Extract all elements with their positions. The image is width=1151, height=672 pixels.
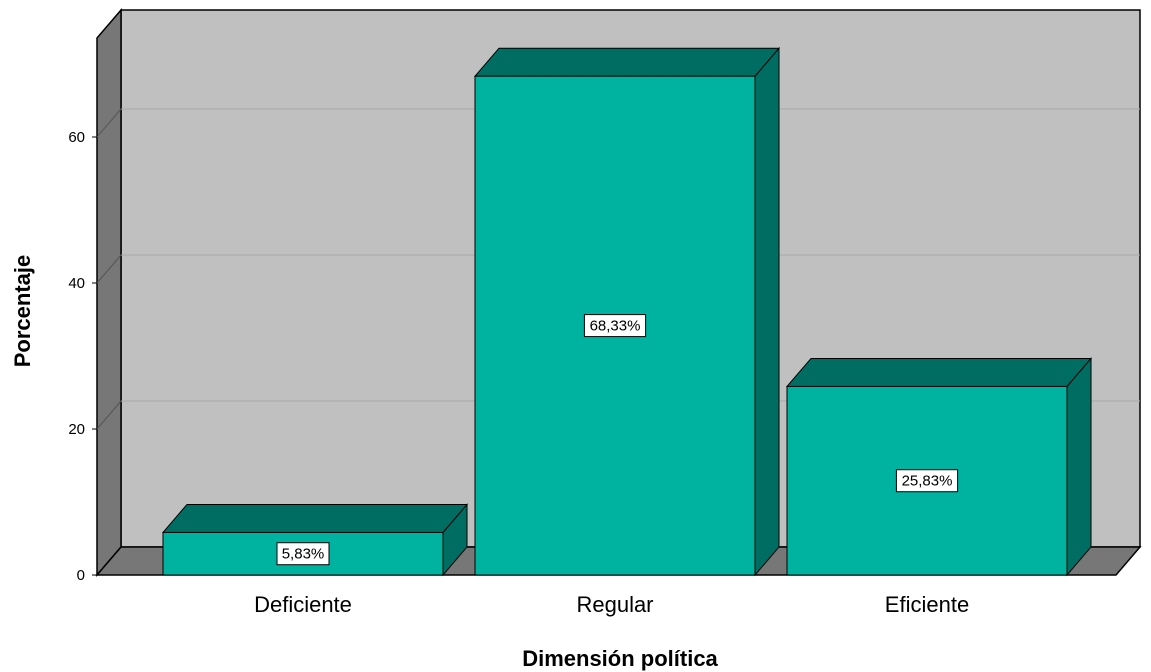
bar-side xyxy=(754,46,780,577)
bar-deficiente: 5,83% xyxy=(161,503,469,577)
data-label-box xyxy=(583,314,647,338)
y-axis-title: Porcentaje xyxy=(10,255,35,368)
data-label-box xyxy=(276,542,330,566)
data-label: 5,83% xyxy=(282,546,325,563)
y-tick-label: 20 xyxy=(68,421,85,438)
y-tick-label: 60 xyxy=(68,129,85,146)
x-axis: Deficiente Regular Eficiente xyxy=(254,592,969,617)
side-wall xyxy=(96,7,122,578)
y-axis: 0 20 40 60 xyxy=(68,129,97,584)
gridline-side xyxy=(96,108,122,138)
x-axis-title: Dimensión política xyxy=(522,646,718,671)
x-tick-label: Eficiente xyxy=(885,592,969,617)
bar-top xyxy=(473,47,781,77)
bar-regular: 68,33% xyxy=(473,46,781,577)
x-tick-label: Regular xyxy=(576,592,653,617)
data-label: 68,33% xyxy=(590,318,641,335)
bar-top xyxy=(161,503,469,533)
y-tick-label: 0 xyxy=(77,567,85,584)
gridline-side xyxy=(96,254,122,284)
bar-eficiente: 25,83% xyxy=(785,357,1093,577)
bar-side xyxy=(1066,357,1092,577)
data-label-box xyxy=(895,469,959,493)
bars: 5,83% 68,33% 25,83% xyxy=(161,46,1093,577)
gridline-side xyxy=(96,400,122,430)
x-tick-label: Deficiente xyxy=(254,592,352,617)
data-label: 25,83% xyxy=(902,473,953,490)
bar-top xyxy=(785,357,1093,387)
y-tick-label: 40 xyxy=(68,275,85,292)
